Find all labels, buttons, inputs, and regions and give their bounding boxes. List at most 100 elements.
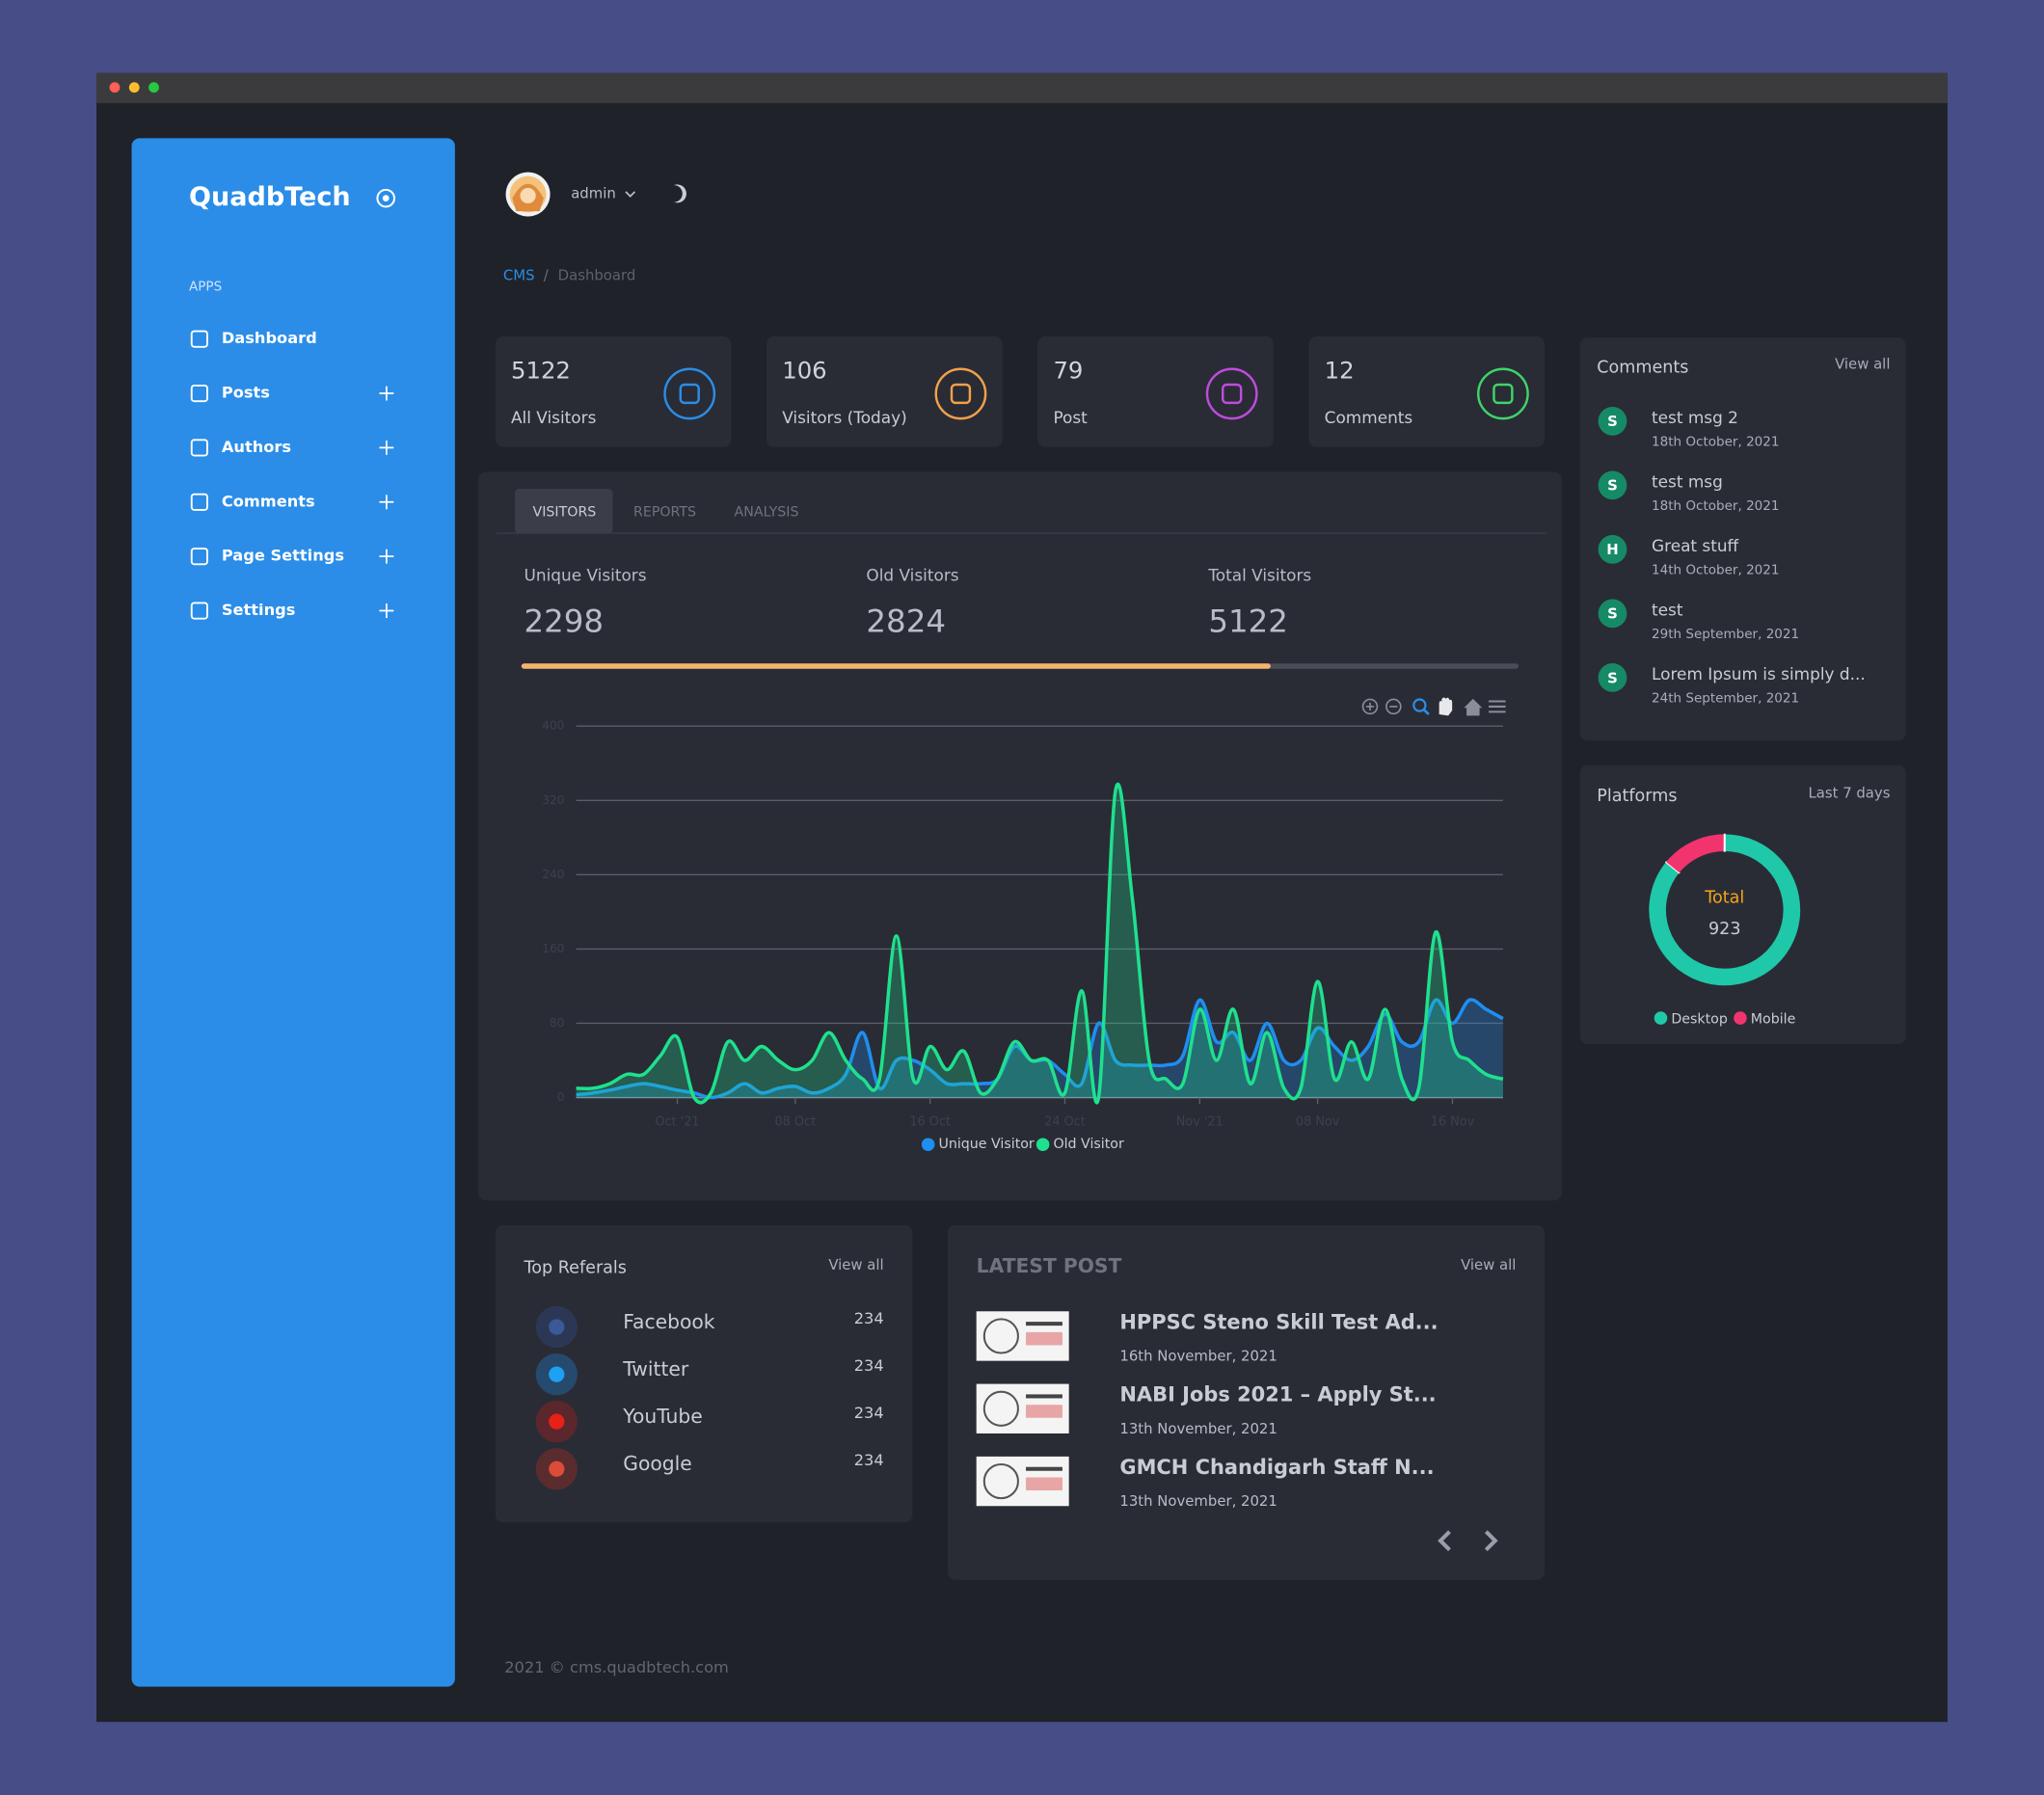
post-item[interactable]: HPPSC Steno Skill Test Ad... 16th Novembe… bbox=[976, 1310, 1439, 1365]
menu-item[interactable]: Comments bbox=[190, 492, 394, 511]
menu-label[interactable]: Dashboard bbox=[222, 329, 317, 347]
expand-icon[interactable] bbox=[379, 603, 394, 618]
expand-icon[interactable] bbox=[379, 440, 394, 455]
avatar-letter: S bbox=[1607, 413, 1618, 430]
zoom-button[interactable] bbox=[148, 82, 159, 94]
selection-zoom-icon[interactable] bbox=[1412, 698, 1427, 712]
legend-marker[interactable] bbox=[1654, 1011, 1668, 1025]
post-list: HPPSC Steno Skill Test Ad... 16th Novembe… bbox=[976, 1310, 1439, 1510]
menu: Dashboard Posts Authors Comments Page Settin… bbox=[190, 329, 394, 620]
referrals-title: Top Referals bbox=[524, 1259, 627, 1278]
comment-date: 18th October, 2021 bbox=[1652, 434, 1779, 449]
expand-icon[interactable] bbox=[379, 386, 394, 401]
stat-card bbox=[1308, 335, 1546, 447]
menu-item[interactable]: Dashboard bbox=[190, 329, 317, 348]
y-tick-label: 160 bbox=[542, 942, 564, 955]
area-fill bbox=[576, 784, 1503, 1103]
thumbnail-logo bbox=[982, 1390, 1019, 1427]
theme-toggle[interactable] bbox=[674, 184, 686, 203]
comment-text: test bbox=[1652, 601, 1683, 620]
comment-text: Lorem Ipsum is simply d... bbox=[1652, 664, 1866, 683]
thumbnail-logo bbox=[982, 1462, 1019, 1500]
x-tick-label: 24 Oct bbox=[1044, 1115, 1086, 1130]
toggle-icon[interactable] bbox=[376, 188, 396, 208]
referral-value: 234 bbox=[854, 1451, 884, 1469]
expand-icon[interactable] bbox=[379, 549, 394, 564]
referral-item[interactable]: Google 234 bbox=[535, 1448, 884, 1490]
view-all-link[interactable]: View all bbox=[828, 1256, 883, 1273]
legend-label[interactable]: Mobile bbox=[1751, 1011, 1796, 1027]
zoom-out-icon[interactable] bbox=[1385, 698, 1402, 715]
legend-label[interactable]: Unique Visitor bbox=[938, 1137, 1034, 1152]
view-all-link[interactable]: View all bbox=[1835, 356, 1890, 373]
chart-toolbar bbox=[1361, 697, 1506, 716]
comments-card bbox=[1579, 337, 1906, 741]
minimize-button[interactable] bbox=[128, 82, 140, 94]
menu-label[interactable]: Settings bbox=[222, 601, 296, 619]
post-date: 16th November, 2021 bbox=[1119, 1348, 1277, 1365]
legend-label[interactable]: Old Visitor bbox=[1053, 1137, 1124, 1152]
referral-item[interactable]: Twitter 234 bbox=[535, 1353, 884, 1396]
menu-label[interactable]: Posts bbox=[222, 384, 270, 402]
menu-item[interactable]: Page Settings bbox=[190, 547, 394, 566]
stat-value: 12 bbox=[1325, 356, 1355, 384]
post-item[interactable]: NABI Jobs 2021 – Apply St... 13th Novembe… bbox=[976, 1383, 1437, 1437]
referral-list: Facebook 234 Twitter 234 YouTube 234 Google 234 bbox=[535, 1305, 884, 1490]
next-arrow[interactable] bbox=[1484, 1530, 1498, 1552]
x-tick-label: 16 Oct bbox=[909, 1115, 951, 1130]
reset-icon[interactable] bbox=[1464, 698, 1483, 716]
post-item[interactable]: GMCH Chandigarh Staff N... 13th November,… bbox=[976, 1456, 1435, 1510]
comment-date: 24th September, 2021 bbox=[1652, 691, 1799, 707]
legend-marker[interactable] bbox=[1734, 1011, 1747, 1025]
referral-value: 234 bbox=[854, 1404, 884, 1422]
menu-label[interactable]: Authors bbox=[222, 438, 291, 456]
user-chevron bbox=[625, 191, 636, 198]
expand-icon[interactable] bbox=[379, 495, 394, 510]
stat-card bbox=[495, 335, 732, 447]
comments-title: Comments bbox=[1597, 358, 1688, 377]
thumbnail-text bbox=[1026, 1331, 1062, 1346]
total-value: 2824 bbox=[866, 603, 946, 639]
pan-icon[interactable] bbox=[1439, 697, 1453, 716]
legend-marker[interactable] bbox=[921, 1138, 935, 1151]
tab[interactable]: REPORTS bbox=[633, 504, 696, 520]
donut-segment bbox=[1666, 834, 1726, 873]
legend-marker[interactable] bbox=[1035, 1138, 1050, 1151]
referral-name: Facebook bbox=[623, 1310, 714, 1333]
stat-icon bbox=[679, 383, 700, 405]
stat-value: 5122 bbox=[511, 356, 571, 384]
comment-avatar bbox=[1598, 663, 1627, 692]
stat-icon-ring bbox=[1476, 367, 1529, 420]
avatar-skin bbox=[520, 187, 536, 204]
menu-label[interactable]: Comments bbox=[222, 492, 315, 510]
breadcrumb-link[interactable]: CMS bbox=[503, 267, 535, 284]
area-chart: 0 80 160 240 320 400 Oct '21 08 Oct 16 Oct 24 Oct… bbox=[542, 719, 1504, 1152]
menu-icon bbox=[190, 330, 208, 348]
menu-item[interactable]: Posts bbox=[190, 384, 394, 403]
x-tick-label: Nov '21 bbox=[1176, 1115, 1224, 1130]
referral-item[interactable]: Facebook 234 bbox=[535, 1305, 884, 1349]
legend-label[interactable]: Desktop bbox=[1671, 1011, 1728, 1027]
menu-item[interactable]: Authors bbox=[190, 438, 394, 457]
comment-text: Great stuff bbox=[1652, 536, 1739, 555]
y-tick-label: 240 bbox=[542, 868, 564, 881]
menu-icon[interactable] bbox=[1489, 700, 1506, 713]
tab[interactable]: ANALYSIS bbox=[735, 504, 799, 520]
close-button[interactable] bbox=[109, 82, 121, 94]
thumbnail-text bbox=[1026, 1394, 1062, 1399]
visitor-totals: Unique Visitors 2298 Old Visitors 2824 Total… bbox=[524, 566, 1312, 640]
footer: 2021 © cms.quadbtech.com bbox=[504, 1658, 729, 1676]
zoom-in-icon[interactable] bbox=[1361, 698, 1379, 715]
user-name[interactable]: admin bbox=[571, 185, 616, 202]
prev-arrow[interactable] bbox=[1438, 1530, 1451, 1552]
stat-icon-ring bbox=[663, 367, 716, 420]
total-label: Unique Visitors bbox=[524, 566, 647, 585]
menu-item[interactable]: Settings bbox=[190, 601, 394, 620]
view-all-link[interactable]: View all bbox=[1461, 1256, 1516, 1273]
referral-name: Twitter bbox=[622, 1357, 689, 1380]
comment-avatar bbox=[1598, 534, 1627, 564]
tab[interactable]: VISITORS bbox=[533, 504, 597, 520]
post-title: HPPSC Steno Skill Test Ad... bbox=[1119, 1310, 1438, 1333]
referral-item[interactable]: YouTube 234 bbox=[535, 1401, 884, 1443]
menu-label[interactable]: Page Settings bbox=[222, 547, 344, 565]
